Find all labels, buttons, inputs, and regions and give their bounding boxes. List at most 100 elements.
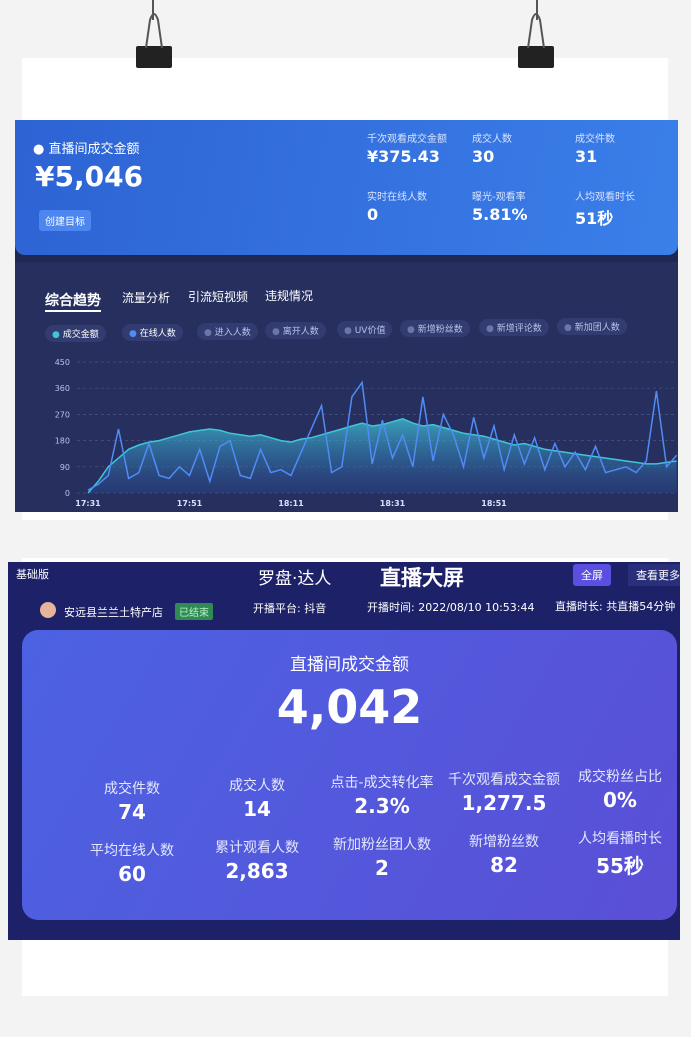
metric-label: 实时在线人数: [367, 192, 427, 203]
y-tick-label: 270: [55, 410, 70, 419]
metric-value: 51秒: [575, 209, 614, 228]
legend-text: 进入人数: [214, 328, 251, 338]
metric-value: 2.3%: [354, 794, 410, 818]
metric-value: 31: [575, 147, 598, 166]
metric: 新增粉丝数 82: [439, 831, 569, 877]
legend-text: 成交金额: [62, 330, 99, 340]
metric-value: 30: [472, 147, 495, 166]
x-tick-label: 17:31: [75, 499, 101, 508]
metric-label: 人均观看时长: [575, 192, 635, 203]
banner: [15, 120, 678, 255]
metric-label: 人均看播时长: [578, 831, 662, 847]
legend-text: 在线人数: [139, 329, 176, 339]
x-tick-label: 18:51: [481, 499, 507, 508]
metric-value: 2: [375, 856, 389, 880]
metric-value: 82: [490, 853, 518, 877]
button[interactable]: 创建目标: [39, 210, 91, 231]
legend-chip[interactable]: ● 进入人数: [197, 323, 258, 340]
area-fill: [88, 418, 677, 493]
legend-dot: ●: [407, 325, 418, 335]
metric-value: 1,277.5: [461, 791, 547, 815]
legend-chip[interactable]: ● 成交金额: [45, 325, 106, 342]
metric-label: 千次观看成交金额: [367, 134, 447, 145]
metric-label: 成交人数: [229, 778, 285, 794]
legend-text: 离开人数: [282, 327, 319, 337]
metric-value: 0%: [603, 788, 637, 812]
metric-value: 55秒: [596, 854, 644, 878]
legend-dot: ●: [204, 328, 215, 338]
main-title: 直播间成交金额: [290, 655, 409, 675]
metric-label: 成交件数: [575, 134, 615, 145]
metric-label: 新增粉丝数: [469, 834, 539, 850]
metric-label: 成交人数: [472, 134, 512, 145]
legend-text: 新加团人数: [574, 323, 620, 333]
legend-chip[interactable]: ● 新增评论数: [479, 319, 549, 336]
metric-label: 成交粉丝占比: [578, 769, 662, 785]
edition[interactable]: 基础版: [16, 568, 49, 581]
metric: 点击-成交转化率 2.3%: [317, 772, 447, 818]
metric-value: ¥375.43: [367, 147, 440, 166]
metric-label: 新加粉丝团人数: [333, 837, 431, 853]
legend-dot: ●: [344, 326, 355, 336]
tab[interactable]: 综合趋势: [45, 290, 101, 312]
title: ● 直播间成交金额: [33, 142, 140, 157]
metric-value: 14: [243, 797, 271, 821]
avatar: [40, 602, 56, 618]
metric-label: 成交件数: [104, 781, 160, 797]
metric: 累计观看人数 2,863: [192, 837, 322, 883]
y-tick-label: 90: [60, 463, 70, 472]
platform: 开播平台: 抖音: [253, 602, 327, 615]
metric-value: 5.81%: [472, 205, 528, 224]
legend-dot: ●: [564, 323, 575, 333]
dashboard-bottom: 基础版 罗盘·达人 直播大屏 全屏 查看更多 安远县兰兰土特产店 已结束 开播平…: [8, 562, 680, 940]
metric: 平均在线人数 60: [67, 840, 197, 886]
y-tick-label: 0: [65, 489, 70, 498]
dashboard-top: ● 直播间成交金额 ¥5,046 创建目标 千次观看成交金额 ¥375.43 成交人…: [15, 120, 678, 512]
y-tick-label: 180: [55, 437, 70, 446]
metric: 千次观看成交金额 1,277.5: [439, 769, 569, 815]
screen-title: 直播大屏: [380, 566, 464, 590]
legend-chip[interactable]: ● 新增粉丝数: [400, 320, 470, 337]
series-line: [87, 380, 678, 491]
logo: 罗盘·达人: [258, 569, 332, 589]
metric-label: 点击-成交转化率: [330, 775, 434, 791]
x-tick-label: 18:11: [278, 499, 304, 508]
chart: 0 90 180 270 360 450 17:31 17:51 18:11 18:31 18:51: [55, 358, 678, 508]
y-tick-label: 450: [55, 358, 70, 367]
series-line: [87, 418, 677, 494]
clips: [136, 0, 554, 68]
start-time: 开播时间: 2022/08/10 10:53:44: [367, 601, 535, 614]
metric-value: 2,863: [225, 859, 289, 883]
more-button[interactable]: 查看更多: [628, 564, 680, 586]
fullscreen-button[interactable]: 全屏: [573, 564, 611, 586]
legend-chip[interactable]: ● UV价值: [337, 321, 393, 338]
amount: ¥5,046: [35, 160, 144, 193]
tab[interactable]: 违规情况: [265, 289, 314, 303]
legend-dot: ●: [129, 329, 140, 339]
store-name: 安远县兰兰土特产店: [64, 606, 163, 619]
legend-chip[interactable]: ● 在线人数: [122, 324, 183, 341]
tab[interactable]: 流量分析: [122, 291, 171, 305]
main-card: 直播间成交金额 4,042 成交件数 74 成交人数 14 点击-成交转化率 2.3% 千次…: [22, 630, 677, 920]
metric: 成交件数 74: [67, 778, 197, 824]
metric-label: 千次观看成交金额: [448, 772, 560, 788]
legend-dot: ●: [272, 327, 283, 337]
legend-chip[interactable]: ● 离开人数: [265, 322, 326, 339]
metric-value: 60: [118, 862, 146, 886]
metric-label: 曝光-观看率: [472, 192, 526, 203]
legend-dot: ●: [52, 330, 63, 340]
x-tick-label: 18:31: [380, 499, 406, 508]
metric: 新加粉丝团人数 2: [317, 834, 447, 880]
title-text: 直播间成交金额: [48, 142, 140, 157]
legend-chip[interactable]: ● 新加团人数: [557, 318, 627, 335]
legend-text: UV价值: [354, 326, 386, 336]
metric-value: 0: [367, 205, 379, 224]
metric-label: 平均在线人数: [90, 843, 174, 859]
tab[interactable]: 引流短视频: [188, 290, 249, 304]
status-badge: 已结束: [175, 603, 213, 620]
x-tick-label: 17:51: [177, 499, 203, 508]
main-amount: 4,042: [276, 680, 423, 734]
y-tick-label: 360: [55, 384, 70, 393]
legend-text: 新增评论数: [496, 324, 542, 334]
